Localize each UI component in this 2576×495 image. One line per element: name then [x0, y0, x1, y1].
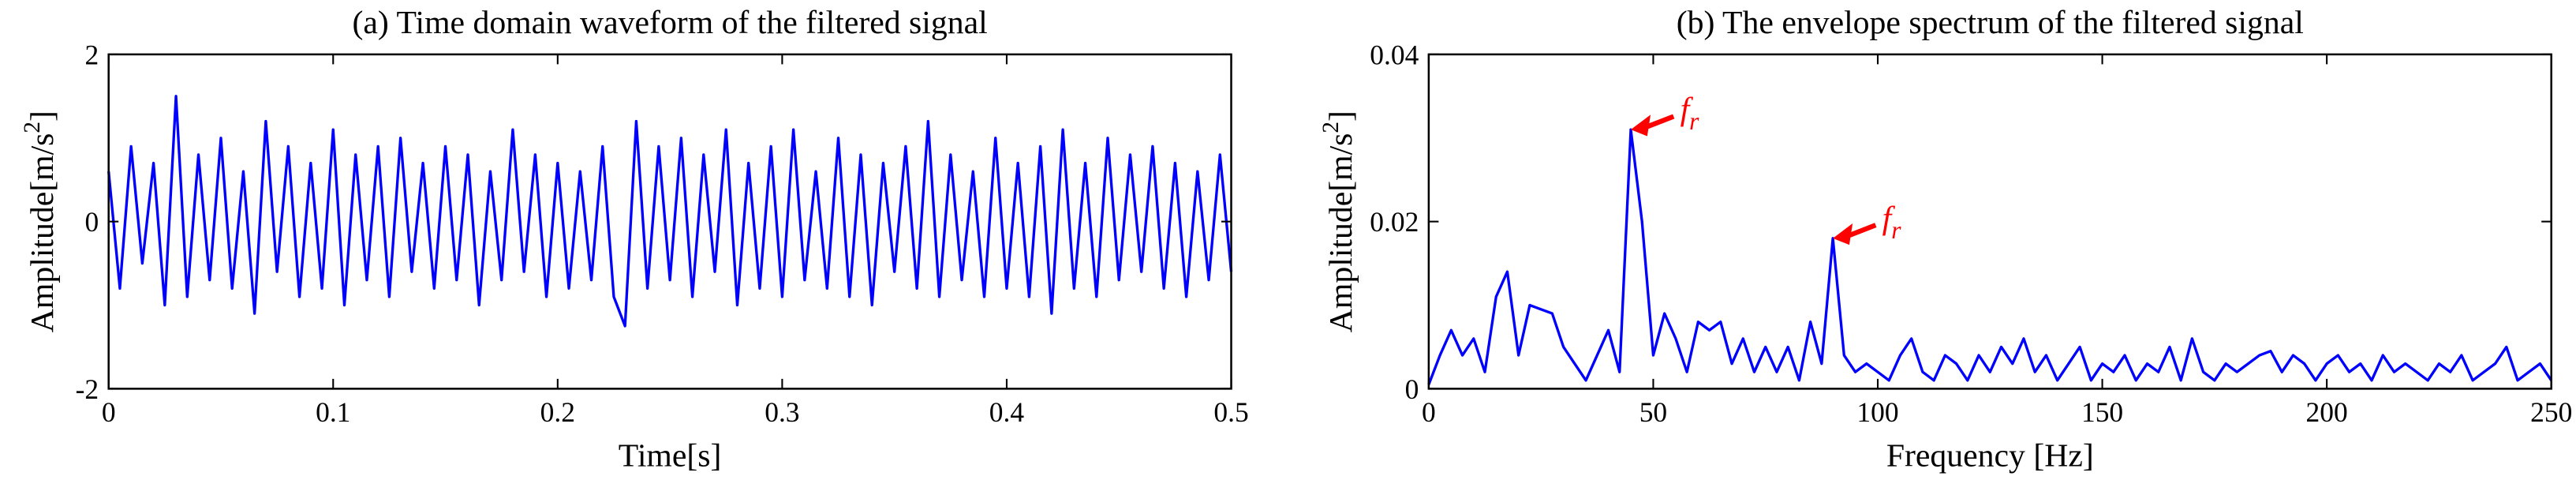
x-tick-label: 0.3	[765, 396, 799, 428]
y-axis-label-main: Amplitude[m/s	[24, 133, 61, 333]
signal-line	[107, 95, 1233, 328]
x-tick-label: 200	[2306, 396, 2348, 428]
y-axis-label-end: ]	[1323, 111, 1359, 122]
annotation: fr	[1882, 200, 1902, 244]
x-tick-label: 100	[1856, 396, 1898, 428]
y-tick-label: 0	[84, 206, 99, 238]
x-tick-label: 0.1	[316, 396, 350, 428]
x-tick-label: 0.5	[1213, 396, 1248, 428]
x-tick-label: 0.4	[989, 396, 1025, 428]
y-tick-label: -2	[76, 373, 99, 405]
y-axis-label-end: ]	[24, 111, 61, 122]
y-tick-label: 0	[1405, 373, 1419, 405]
annotation-arrowhead	[1630, 114, 1651, 137]
signal-line	[1427, 128, 2553, 385]
x-tick-label: 0	[102, 396, 116, 428]
annotation-sub: r	[1689, 107, 1699, 135]
y-axis-label-sup: 2	[20, 122, 45, 133]
annotation: fr	[1681, 92, 1700, 136]
y-tick-label: 0.04	[1370, 39, 1419, 70]
x-tick-label: 0	[1422, 396, 1436, 428]
y-tick-label: 0.02	[1370, 206, 1419, 238]
x-tick-label: 150	[2081, 396, 2123, 428]
y-axis-label: Amplitude[m/s2]	[1318, 111, 1359, 332]
plot-frame	[1427, 53, 2552, 390]
y-tick-label: 2	[84, 39, 99, 70]
annotation-arrowhead	[1833, 223, 1853, 246]
annotation-arrow	[1643, 114, 1675, 131]
annotation-arrow	[1845, 223, 1877, 239]
y-axis-label: Amplitude[m/s2]	[20, 111, 61, 332]
x-axis-label: Time[s]	[619, 437, 722, 474]
x-tick-label: 50	[1639, 396, 1667, 428]
x-tick-label: 0.2	[540, 396, 575, 428]
y-axis-label-main: Amplitude[m/s	[1323, 133, 1359, 333]
plot-frame	[107, 53, 1232, 390]
x-axis-label: Frequency [Hz]	[1886, 437, 2094, 474]
chart-title: (a) Time domain waveform of the filtered…	[352, 5, 987, 41]
x-tick-label: 250	[2530, 396, 2572, 428]
chart-title: (b) The envelope spectrum of the filtere…	[1677, 5, 2304, 41]
y-axis-label-sup: 2	[1318, 122, 1344, 133]
annotation-sub: r	[1891, 216, 1901, 244]
